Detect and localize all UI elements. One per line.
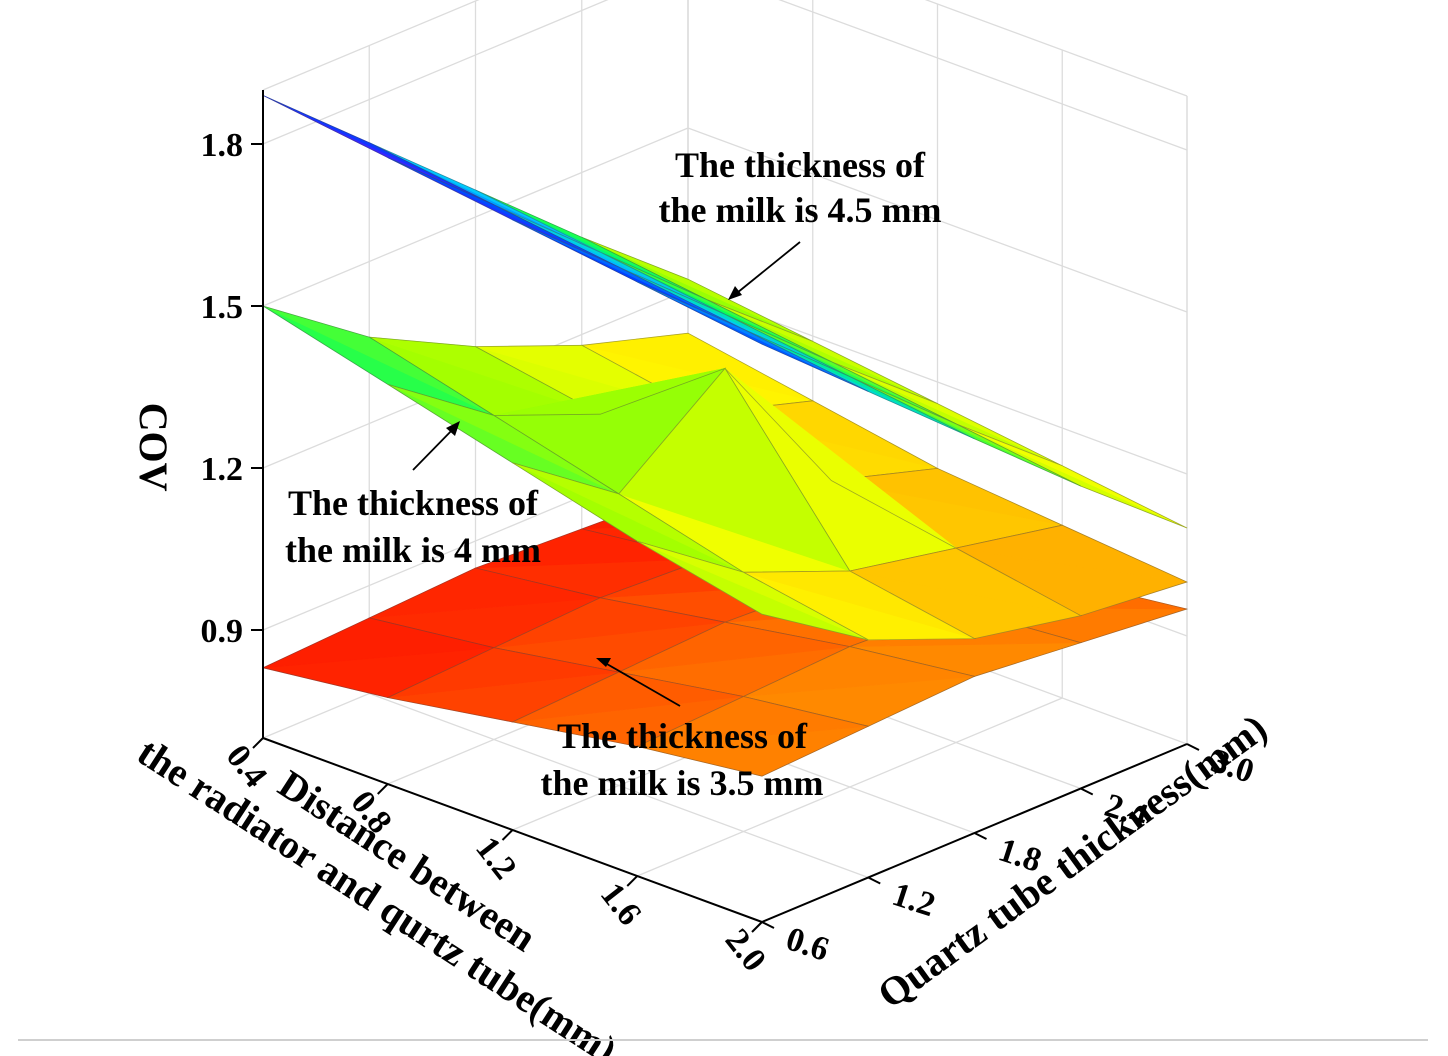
surface-cell	[369, 567, 601, 619]
surface-cell	[955, 423, 1188, 529]
annotation-4mm-arrowhead	[446, 421, 460, 436]
x-tick-mark	[626, 875, 638, 887]
annotation-4-5mm-arrow	[731, 241, 801, 298]
grid-line	[369, 692, 869, 879]
x-tick-mark	[501, 829, 514, 841]
surface-cell	[743, 329, 975, 440]
annotation-3-5mm-arrowhead	[596, 658, 611, 667]
annotation-4-5mm: The thickness of the milk is 4.5 mm	[659, 145, 942, 300]
surface-cell	[581, 332, 813, 402]
surface-cell	[637, 696, 869, 747]
grid-line	[778, 0, 1188, 151]
annotation-3-5mm-line2: the milk is 3.5 mm	[541, 763, 824, 803]
surface-cell	[512, 219, 744, 330]
z-tick-label: 1.8	[201, 127, 244, 164]
grid-line	[262, 0, 480, 91]
y-tick-mark	[1080, 787, 1094, 796]
surface-cell	[955, 524, 1188, 583]
surface-cell	[387, 647, 619, 698]
y-tick-mark	[867, 876, 881, 885]
annotation-3-5mm-line1: The thickness of	[557, 716, 808, 756]
z-tick-label: 1.2	[201, 451, 244, 488]
annotation-4mm: The thickness of the milk is 4 mm	[285, 421, 541, 570]
surface-cell	[493, 597, 726, 648]
z-tick-label: 0.9	[201, 613, 244, 650]
surface-cell	[831, 361, 1063, 467]
surface-cell	[724, 368, 957, 549]
annotation-4-5mm-arrowhead	[728, 286, 742, 300]
annotation-4mm-line1: The thickness of	[288, 483, 539, 523]
y-tick-mark	[761, 921, 775, 929]
y-tick-label: 1.2	[888, 876, 940, 924]
surface-cell	[618, 367, 851, 572]
annotation-3-5mm-arrow	[599, 659, 681, 707]
z-tick-label: 1.5	[201, 289, 244, 326]
surface-cell	[600, 251, 832, 362]
surface-cell	[262, 95, 495, 206]
x-tick-mark	[252, 737, 264, 749]
surface-cell	[743, 646, 975, 697]
x-tick-mark	[751, 921, 763, 933]
grid-line	[262, 0, 609, 145]
y-tick-mark	[1186, 743, 1200, 751]
x-tick-label: 2.0	[718, 922, 773, 978]
z-axis-title: COV	[131, 403, 176, 492]
annotation-4mm-arrow	[412, 424, 458, 471]
x-tick-mark	[377, 783, 389, 795]
surface-cell	[475, 189, 707, 300]
surface-cell	[637, 281, 869, 392]
surface-cell	[637, 540, 869, 641]
surface-cell	[387, 384, 619, 495]
surface-cell	[849, 376, 1081, 487]
grid-line	[924, 0, 1188, 97]
annotation-3-5mm: The thickness of the milk is 3.5 mm	[541, 658, 824, 803]
grid-line	[262, 127, 689, 307]
y-axis-title: Quartz tube thickness(mm)	[869, 705, 1275, 1017]
y-tick-mark	[974, 832, 987, 840]
surface-cell	[724, 314, 957, 425]
surface-layer	[261, 95, 1189, 777]
x-tick-label: 1.6	[593, 876, 648, 932]
surface-mesh	[637, 281, 869, 392]
surface-4-5mm	[262, 95, 1188, 529]
y-tick-label: 0.6	[782, 920, 834, 968]
axis-layer	[251, 90, 1200, 933]
surface-cell	[493, 204, 726, 315]
surface-cell	[581, 237, 813, 342]
surface-cell	[849, 547, 1081, 616]
surface-mesh	[636, 696, 870, 777]
surface-cell	[743, 570, 975, 639]
surface-cell	[618, 266, 850, 377]
surface-cell	[493, 368, 726, 416]
annotation-4-5mm-line1: The thickness of	[675, 145, 926, 185]
surface-cell	[369, 336, 601, 415]
surface-cell	[262, 617, 495, 669]
grid-line	[687, 127, 1188, 313]
surface-cell	[512, 462, 744, 573]
surface-cell	[369, 142, 601, 253]
surface-mesh	[637, 540, 869, 641]
annotation-4-5mm-line2: the milk is 4.5 mm	[659, 190, 942, 230]
annotation-4mm-line2: the milk is 4 mm	[285, 530, 541, 570]
surface-cell	[831, 468, 1063, 526]
surface-4mm	[262, 305, 1189, 641]
z-tick-labels: 0.9 1.2 1.5 1.8	[201, 127, 244, 650]
surface-cell	[262, 305, 495, 416]
surface-cell	[618, 621, 850, 673]
surface-cell	[387, 157, 619, 268]
surface-cell	[512, 671, 744, 723]
surface-cell	[706, 299, 938, 404]
